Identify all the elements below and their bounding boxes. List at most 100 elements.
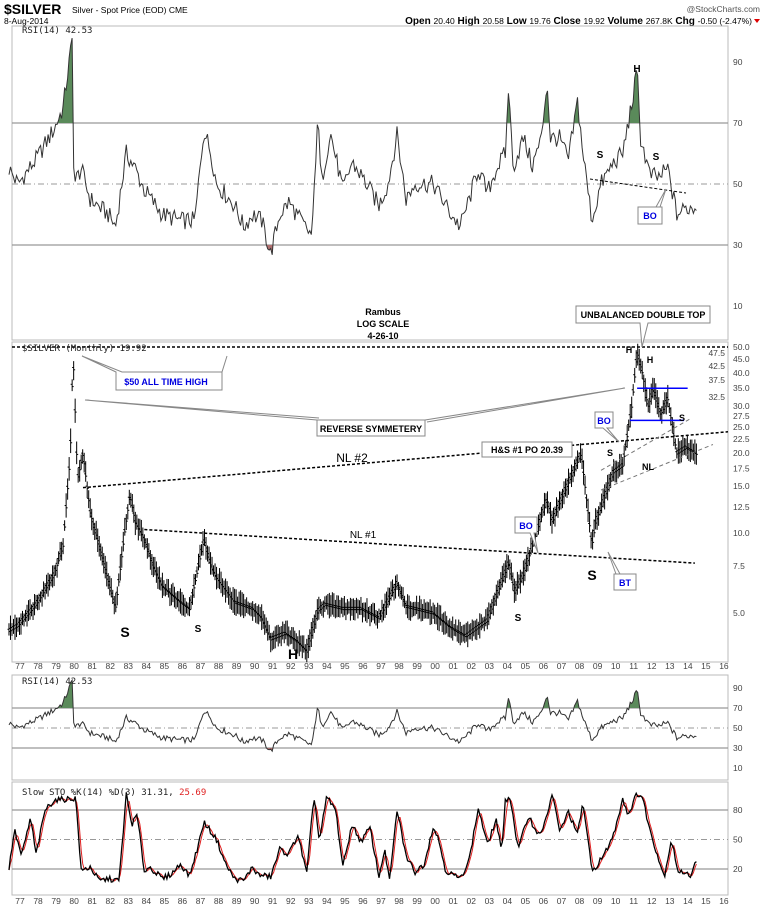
price-bar [75, 441, 79, 465]
x-tick-label: 97 [376, 896, 386, 906]
x-tick-label: 07 [557, 661, 567, 671]
x-tick-label: 84 [142, 896, 152, 906]
price-bar [66, 478, 70, 500]
sto-label: Slow STO %K(14) %D(3) 31.31, 25.69 [22, 788, 206, 798]
ath-text: $50 ALL TIME HIGH [124, 377, 208, 387]
price-bar [85, 481, 89, 499]
x-tick-label: 10 [611, 896, 621, 906]
stat-value: 19.92 [583, 16, 605, 26]
price-bar [633, 367, 637, 383]
x-tick-label: 80 [69, 661, 79, 671]
x-tick-label: 13 [665, 661, 675, 671]
price-bar [673, 438, 677, 450]
x-tick-label: 77 [15, 896, 25, 906]
x-tick-label: 14 [683, 661, 693, 671]
x-tick-label: 01 [448, 896, 458, 906]
nl-label: NL [642, 462, 654, 472]
y-tick-label: 7.5 [733, 561, 745, 571]
price-bar [631, 384, 635, 396]
y-tick-label: 50 [733, 834, 743, 844]
stat-value: 20.40 [434, 16, 456, 26]
top-rsi-panel [11, 25, 729, 341]
down-arrow-icon [754, 19, 760, 23]
ohlc-stats: Open 20.40 High 20.58 Low 19.76 Close 19… [405, 16, 752, 27]
ath-callout [81, 355, 228, 391]
price-bar [630, 396, 634, 419]
x-tick-label: 13 [665, 896, 675, 906]
y-tick-label: 70 [733, 118, 743, 128]
symbol-name: Silver - Spot Price (EOD) CME [72, 5, 188, 15]
x-tick-label: 02 [467, 661, 477, 671]
y-tick-label: 20 [733, 864, 743, 874]
price-bar [582, 460, 586, 485]
shoulder-label: S [679, 413, 685, 423]
y-tick-label: 20.0 [733, 448, 750, 458]
neckline-2 [82, 431, 729, 489]
x-tick-label: 02 [467, 896, 477, 906]
chart-date: 8-Aug-2014 [4, 16, 49, 26]
stat-label: Close [551, 16, 584, 27]
y-tick-label: 25.0 [733, 422, 750, 432]
price-panel [11, 341, 729, 663]
reverse-symmetry-pointers [84, 387, 626, 423]
hs-po-text: H&S #1 PO 20.39 [491, 445, 563, 455]
sto-k-line [8, 791, 697, 884]
x-tick-label: 16 [719, 896, 729, 906]
stat-value: 19.76 [529, 16, 551, 26]
x-tick-label: 04 [503, 896, 513, 906]
x-tick-label: 03 [485, 661, 495, 671]
x-tick-label: 88 [214, 896, 224, 906]
price-bar [621, 456, 625, 475]
x-tick-label: 84 [142, 661, 152, 671]
x-tick-label: 09 [593, 661, 603, 671]
x-tick-label: 93 [304, 896, 314, 906]
stat-label: Chg [673, 16, 698, 27]
y-tick-label: 17.5 [733, 463, 750, 473]
x-tick-label: 81 [87, 661, 97, 671]
price-bar [55, 558, 59, 578]
x-tick-label: 86 [178, 661, 188, 671]
x-tick-label: 85 [160, 661, 170, 671]
y-tick-label: 80 [733, 805, 743, 815]
price-bar [126, 504, 130, 520]
y-tick-label: 10.0 [733, 528, 750, 538]
x-tick-label: 12 [647, 661, 657, 671]
bo-text-1: BO [519, 521, 533, 531]
sto-panel [11, 781, 729, 896]
sto-d-value: 25.69 [179, 788, 206, 798]
rsi-shoulder-label: S [597, 150, 604, 161]
rsi-bo-callout [637, 188, 667, 225]
x-tick-label: 92 [286, 661, 296, 671]
y-tick-label: 47.5 [708, 348, 725, 358]
rsi-neckline [589, 178, 687, 194]
shoulder-label: S [515, 613, 522, 624]
x-tick-label: 78 [33, 896, 43, 906]
y-tick-label: 32.5 [708, 392, 725, 402]
x-tick-label: 95 [340, 661, 350, 671]
double-top-callout [575, 305, 711, 348]
x-tick-label: 79 [51, 896, 61, 906]
sto-k-value: Slow STO %K(14) %D(3) 31.31, [22, 788, 174, 798]
head-label: H [288, 646, 298, 662]
stat-value: -0.50 (-2.47%) [698, 16, 752, 26]
y-tick-label: 50 [733, 723, 743, 733]
symbol: $SILVER [4, 1, 61, 17]
price-bar [117, 573, 121, 587]
hs-po-box [481, 441, 573, 458]
y-tick-label: 10 [733, 763, 743, 773]
x-tick-label: 89 [232, 896, 242, 906]
bo-callout-2 [594, 411, 620, 443]
price-label: $SILVER (Monthly) 19.92 [22, 344, 147, 354]
log-scale-note: LOG SCALE [357, 319, 410, 329]
price-bar [192, 573, 196, 598]
price-bar [539, 506, 543, 523]
annotations: Rambus LOG SCALE 4-26-10 UNBALANCED DOUB… [81, 64, 711, 662]
x-tick-label: 83 [124, 896, 134, 906]
price-bar [69, 428, 73, 454]
x-tick-label: 85 [160, 896, 170, 906]
price-bar [198, 544, 202, 568]
shoulder-label: S [607, 448, 613, 458]
x-tick-label: 98 [394, 661, 404, 671]
price-bar [640, 360, 644, 380]
stat-label: Volume [605, 16, 646, 27]
